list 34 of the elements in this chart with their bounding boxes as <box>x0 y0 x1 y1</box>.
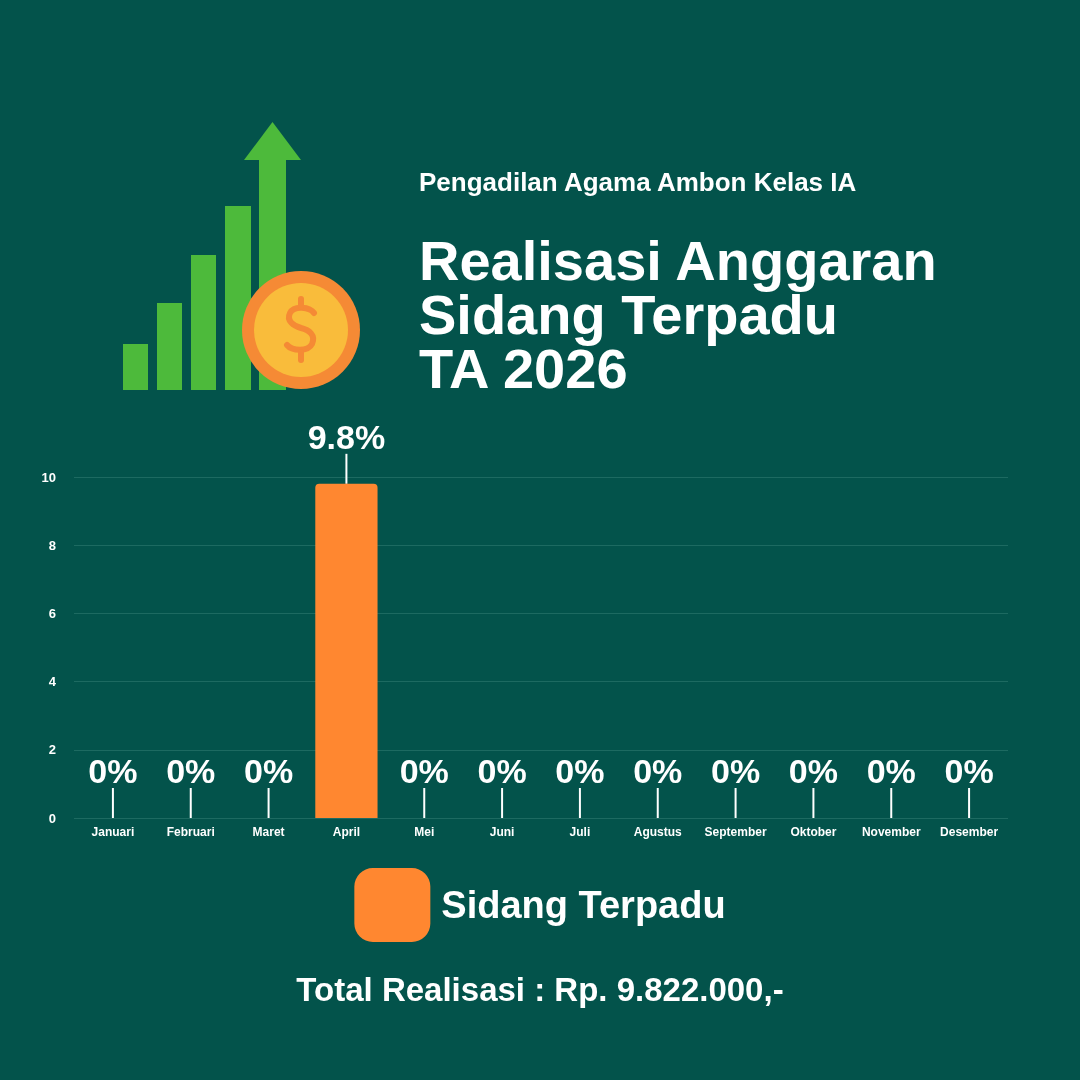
x-tick-label: Januari <box>91 825 135 839</box>
data-label: 0% <box>555 752 605 790</box>
data-label: 0% <box>866 752 916 790</box>
y-tick-label: 0 <box>48 810 56 826</box>
x-tick-label: Oktober <box>790 825 837 839</box>
x-tick-label: Mei <box>414 825 435 839</box>
x-tick-label: Juli <box>569 825 591 839</box>
x-tick-label: Agustus <box>633 825 683 839</box>
data-label: 0% <box>166 752 216 790</box>
data-label: 0% <box>88 752 138 790</box>
y-tick-label: 10 <box>41 469 56 485</box>
x-tick-label: Februari <box>166 825 215 839</box>
x-tick-label: Maret <box>252 825 285 839</box>
y-tick-label: 4 <box>48 674 57 690</box>
x-tick-label: April <box>332 825 361 839</box>
data-label: 0% <box>244 752 294 790</box>
data-label: 0% <box>944 752 994 790</box>
data-label: 0% <box>633 752 683 790</box>
chart-subtitle: Pengadilan Agama Ambon Kelas IA <box>419 167 857 197</box>
x-tick-label: Desember <box>940 825 999 839</box>
x-tick-label: Juni <box>489 825 515 839</box>
y-tick-label: 8 <box>48 537 56 553</box>
data-label: 0% <box>788 752 838 790</box>
x-tick-label: September <box>704 825 767 839</box>
data-label: 0% <box>711 752 761 790</box>
data-label: 0% <box>477 752 527 790</box>
legend-label: Sidang Terpadu <box>441 884 726 926</box>
data-label: 9.8% <box>307 417 386 456</box>
text: Total Realisasi : Rp. 9.822.000,- <box>296 971 784 1008</box>
y-tick-label: 2 <box>48 742 56 758</box>
y-tick-label: 6 <box>48 605 56 621</box>
data-label: 0% <box>399 752 449 790</box>
chart-title: Realisasi Anggaran Sidang Terpadu TA 2026 <box>419 228 937 400</box>
x-tick-label: November <box>861 825 921 839</box>
